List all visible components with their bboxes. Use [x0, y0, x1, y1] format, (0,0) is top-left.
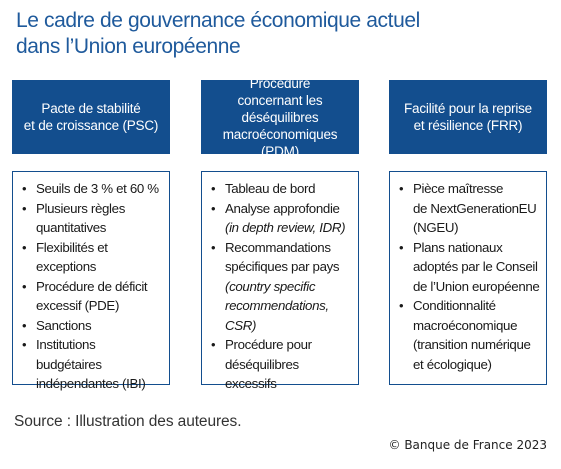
list-item: • Procédure pour déséquilibres excessifs	[211, 335, 352, 394]
item-line: indépendantes (IBI)	[36, 376, 146, 391]
bullet-icon: •	[211, 239, 216, 255]
list-item: • Seuils de 3 % et 60 %	[22, 179, 163, 199]
item-line: Seuils de 3 % et 60 %	[36, 181, 159, 196]
item-line: recommendations, CSR)	[225, 298, 329, 333]
item-line: Procédure de déficit	[36, 278, 148, 294]
bullet-icon: •	[399, 181, 404, 196]
item-line: Procédure pour	[225, 337, 312, 352]
header-line: Pacte de stabilité	[41, 101, 141, 116]
item-line: (NGEU)	[413, 220, 459, 235]
title-line: dans l’Union européenne	[16, 35, 241, 58]
list-item: • Sanctions	[22, 316, 163, 336]
item-line: et écologique)	[413, 356, 492, 372]
bullet-icon: •	[211, 337, 216, 352]
header-line: Facilité pour la reprise	[403, 101, 532, 116]
item-line: excessif (PDE)	[36, 298, 120, 313]
item-line: de NextGenerationEU	[413, 200, 537, 216]
header-line: Procédure	[249, 75, 311, 91]
column-header-psc: Pacte de stabilité et de croissance (PSC…	[12, 80, 170, 154]
column-box-psc: • Seuils de 3 % et 60 % • Plusieurs règl…	[12, 171, 170, 391]
bullet-icon: •	[211, 181, 216, 196]
header-line: et de croissance (PSC)	[23, 118, 159, 133]
list-item: • Pièce maîtresse de NextGenerationEU (N…	[399, 179, 540, 238]
item-line: Tableau de bord	[225, 181, 316, 196]
list-item: • Recommandations spécifiques par pays (…	[211, 238, 352, 336]
header-line: concernant les déséquilibres	[237, 92, 323, 125]
column-frr: Facilité pour la reprise et résilience (…	[389, 80, 547, 385]
column-pdm: Procédure concernant les déséquilibres m…	[201, 76, 359, 391]
list-item: • Plusieurs règles quantitatives	[22, 199, 163, 238]
item-line: Plusieurs règles	[36, 200, 125, 216]
bullet-icon: •	[399, 298, 404, 313]
list-item: • Analyse approfondie (in depth review, …	[211, 199, 352, 238]
item-line: adoptés par le Conseil	[413, 259, 538, 274]
item-line: (transition numérique	[413, 337, 531, 352]
list-item: • Plans nationaux adoptés par le Conseil…	[399, 238, 540, 297]
column-box-pdm: • Tableau de bord • Analyse approfondie …	[201, 171, 359, 391]
item-line: de l’Union européenne	[413, 278, 540, 294]
column-psc: Pacte de stabilité et de croissance (PSC…	[12, 80, 170, 391]
item-line: Conditionnalité	[413, 298, 496, 313]
item-line: Sanctions	[36, 317, 92, 333]
header-line: macroéconomiques (PDM)	[222, 126, 338, 159]
item-line: spécifiques par pays	[225, 259, 340, 274]
list-item: • Institutions budgétaires indépendantes…	[22, 335, 163, 394]
bullet-icon: •	[22, 181, 27, 196]
list-item: • Conditionnalité macroéconomique (trans…	[399, 296, 540, 374]
bullet-icon: •	[22, 200, 27, 216]
list-item: • Procédure de déficit excessif (PDE)	[22, 277, 163, 316]
column-box-frr: • Pièce maîtresse de NextGenerationEU (N…	[389, 171, 547, 385]
list-item: • Tableau de bord	[211, 179, 352, 199]
column-header-pdm: Procédure concernant les déséquilibres m…	[201, 76, 359, 159]
item-line: quantitatives	[36, 220, 107, 235]
column-header-frr: Facilité pour la reprise et résilience (…	[389, 80, 547, 154]
item-line: Recommandations	[225, 239, 331, 255]
bullet-icon: •	[211, 200, 216, 216]
item-line: Flexibilités et exceptions	[36, 239, 108, 275]
diagram-title: Le cadre de gouvernance économique actue…	[16, 8, 436, 60]
item-line: Analyse approfondie	[225, 200, 340, 216]
item-line: déséquilibres excessifs	[225, 356, 299, 392]
bullet-icon: •	[399, 239, 404, 255]
bullet-icon: •	[22, 337, 27, 352]
copyright-notice: © Banque de France 2023	[388, 438, 548, 452]
item-line: (in depth review, IDR)	[225, 220, 346, 235]
item-line: (country specific	[225, 278, 316, 294]
list-item: • Flexibilités et exceptions	[22, 238, 163, 277]
item-line: Institutions budgétaires	[36, 337, 102, 372]
bullet-list: • Seuils de 3 % et 60 % • Plusieurs règl…	[22, 179, 163, 394]
source-note: Source : Illustration des auteures.	[14, 413, 242, 430]
header-line: et résilience (FRR)	[413, 118, 523, 133]
bullet-icon: •	[22, 317, 27, 333]
title-line: Le cadre de gouvernance économique actue…	[16, 9, 420, 32]
item-line: macroéconomique	[413, 317, 518, 333]
bullet-icon: •	[22, 239, 27, 255]
bullet-list: • Pièce maîtresse de NextGenerationEU (N…	[399, 179, 540, 374]
item-line: Plans nationaux	[413, 239, 503, 255]
bullet-list: • Tableau de bord • Analyse approfondie …	[211, 179, 352, 394]
bullet-icon: •	[22, 278, 27, 294]
item-line: Pièce maîtresse	[413, 181, 504, 196]
